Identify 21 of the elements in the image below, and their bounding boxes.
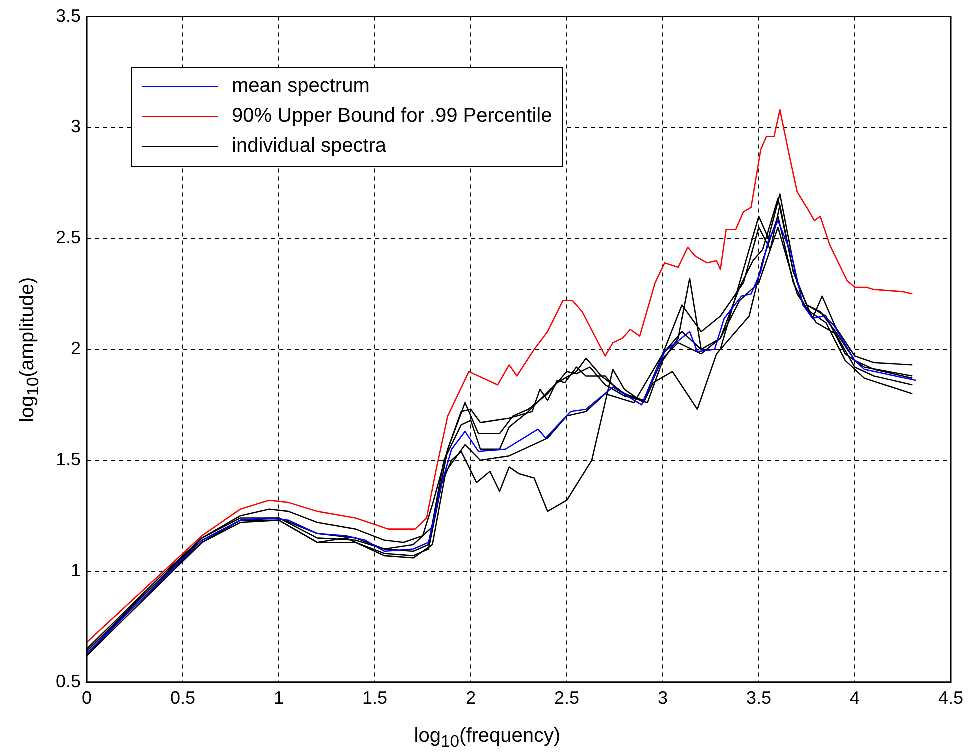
y-tick-label: 2 bbox=[71, 338, 82, 359]
y-tick-label: 3.5 bbox=[56, 6, 82, 26]
y-tick-label: 0.5 bbox=[56, 671, 82, 692]
x-tick-label: 1 bbox=[274, 688, 284, 708]
x-tick-label: 3.5 bbox=[746, 688, 772, 708]
legend-label: mean spectrum bbox=[232, 75, 370, 98]
x-tick-label: 2.5 bbox=[554, 688, 580, 708]
y-tick-label: 3 bbox=[71, 116, 82, 137]
x-tick-label: 4.5 bbox=[938, 688, 964, 708]
x-tick-label: 4 bbox=[850, 688, 860, 708]
y-tick-label: 1.5 bbox=[56, 450, 82, 470]
x-axis-title: log$_{10}$(frequency) bbox=[413, 725, 562, 752]
x-tick-label: 2 bbox=[466, 688, 476, 708]
y-tick-label: 2.5 bbox=[56, 228, 82, 248]
x-tick-label: 0 bbox=[82, 688, 92, 708]
x-tick-label: 1.5 bbox=[362, 688, 388, 708]
y-tick-label: 1 bbox=[71, 560, 82, 580]
x-tick-label: 0.5 bbox=[170, 688, 196, 708]
x-tick-label: 3 bbox=[658, 688, 668, 708]
legend-label: 90% Upper Bound for .99 Percentile bbox=[232, 105, 552, 128]
legend-label: individual spectra bbox=[232, 135, 387, 158]
